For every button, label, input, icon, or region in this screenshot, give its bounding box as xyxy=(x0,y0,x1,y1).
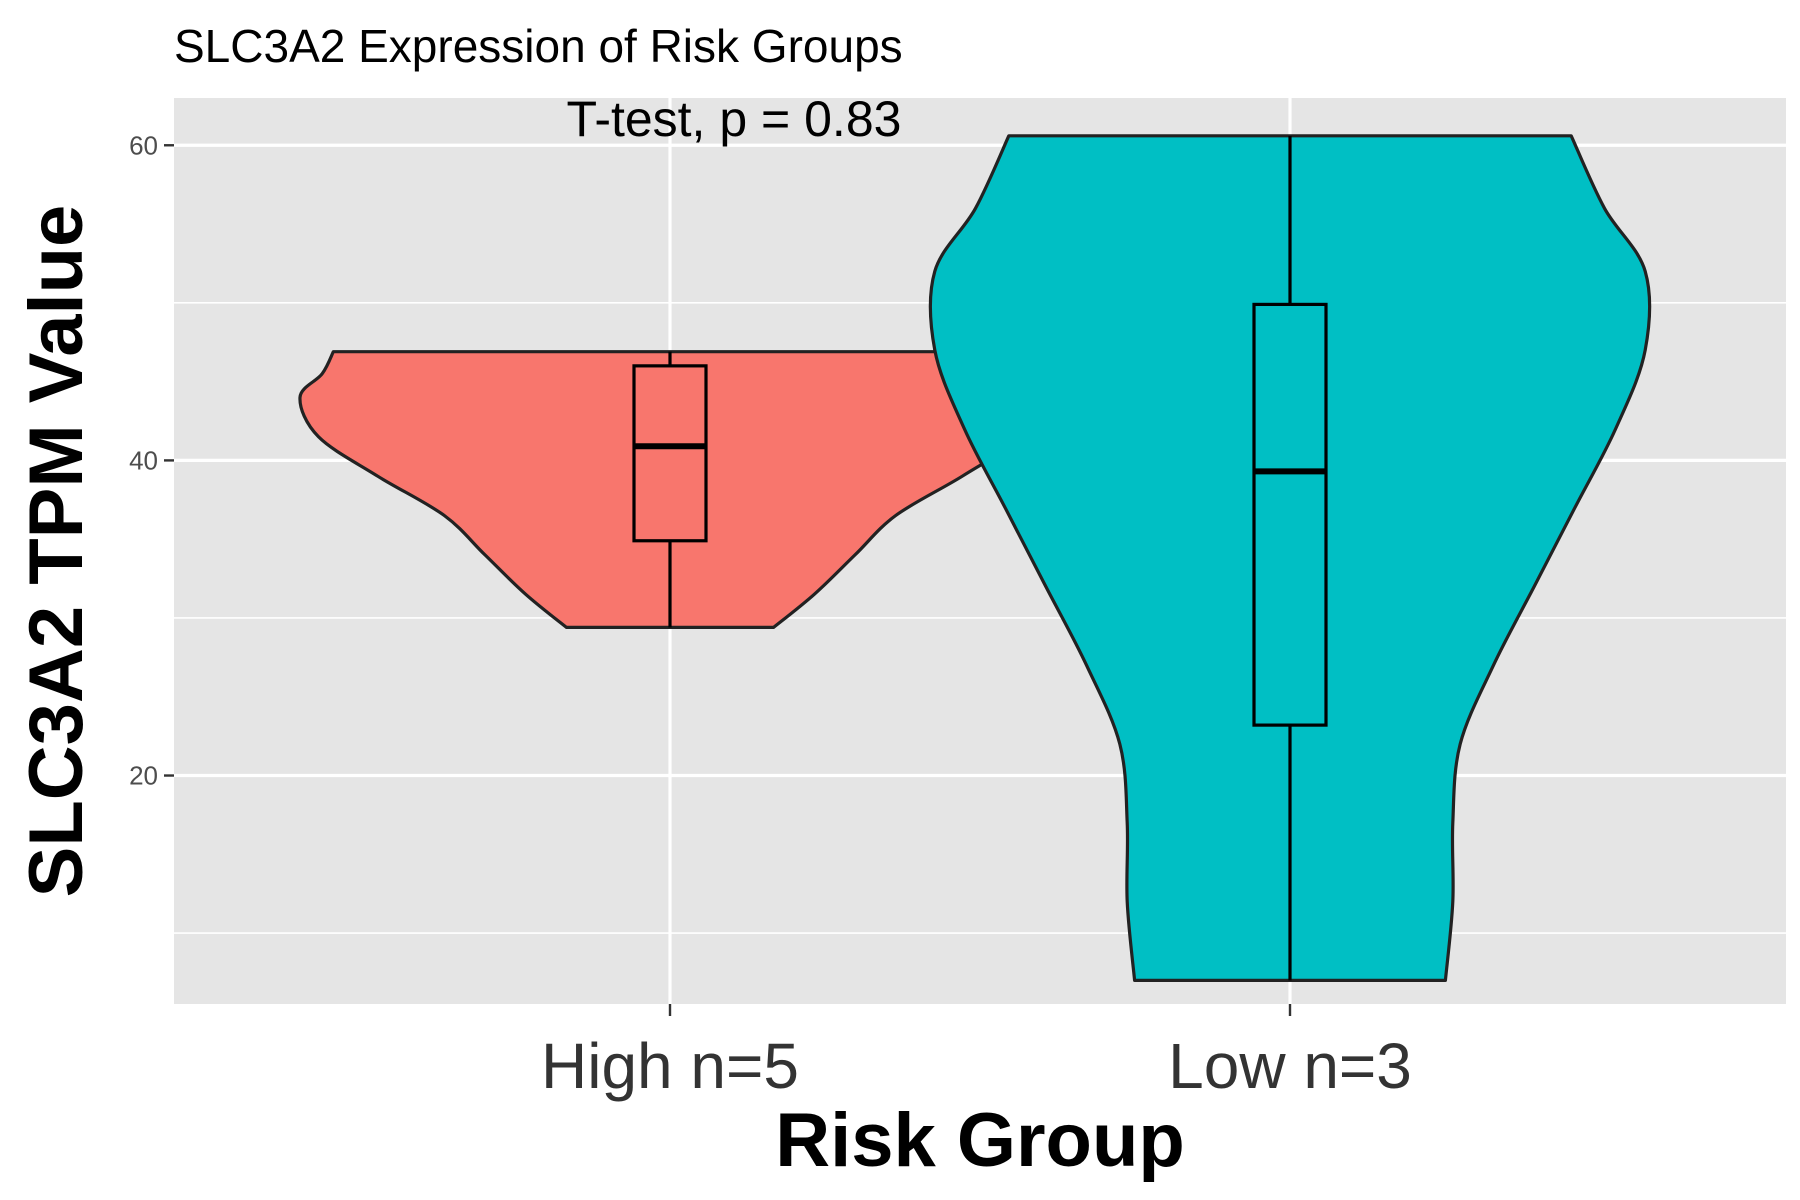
x-tick-label: High n=5 xyxy=(541,1030,799,1102)
box-0 xyxy=(632,364,708,543)
box-1 xyxy=(1252,302,1328,727)
chart-title: SLC3A2 Expression of Risk Groups xyxy=(174,20,903,72)
y-axis-title: SLC3A2 TPM Value xyxy=(14,205,99,898)
y-tick-label: 40 xyxy=(129,445,158,475)
y-tick-label: 20 xyxy=(129,761,158,791)
y-tick-label: 60 xyxy=(129,130,158,160)
axes: 20 40 60 High n=5 Low n=3 xyxy=(129,130,1412,1102)
x-axis-title: Risk Group xyxy=(775,1098,1185,1183)
x-tick-label: Low n=3 xyxy=(1168,1030,1412,1102)
violins xyxy=(298,134,1652,982)
ttest-annotation: T-test, p = 0.83 xyxy=(567,91,902,147)
